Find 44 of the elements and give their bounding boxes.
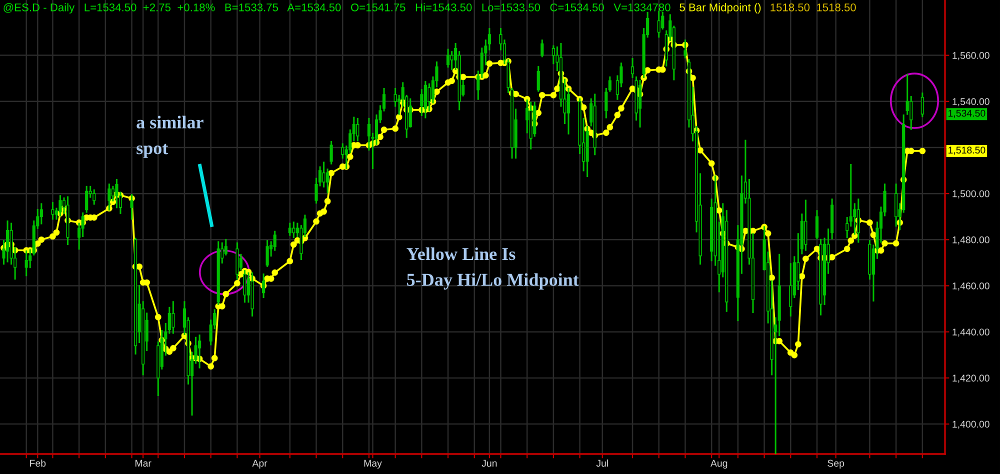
y-tick-label: 1,440.00 [952, 328, 990, 337]
text: 5 Bar Midpoint () [680, 3, 761, 14]
candlestick [356, 118, 360, 142]
candlestick [920, 92, 924, 118]
candlestick [322, 162, 326, 188]
chart-title: @ES.D - Daily L=1534.50 +2.75 +0.18% B=1533.75 A=1534.50 O=1541.75 Hi=1543.50 Lo=1533.50 C=1534.50 V=1334780 [4, 3, 670, 14]
candlestick [292, 222, 296, 238]
candlestick [326, 168, 330, 194]
candlestick [446, 48, 450, 68]
annotation: a similar spot [136, 116, 204, 158]
y-tick-label: 1,540.00 [952, 98, 990, 106]
candlestick [638, 80, 642, 128]
x-tick-label: Feb [30, 460, 46, 467]
x-tick-label: Aug [710, 460, 728, 469]
y-tick-label: 1,560.00 [952, 52, 990, 60]
candlestick [815, 210, 819, 240]
candlestick [657, 10, 660, 38]
y-tick-label: 1,420.00 [952, 374, 990, 383]
annotation: Yellow Line Is 5-Day Hi/Lo Midpoint [406, 247, 579, 290]
y-tick-label: 1,460.00 [952, 282, 990, 291]
x-tick-label: Apr [252, 460, 268, 469]
y-tick-label: 1,500.00 [952, 190, 990, 198]
annotation: 1,534.50 [948, 110, 986, 118]
x-tick-label: Jul [596, 460, 608, 467]
x-tick-label: Mar [135, 460, 152, 467]
y-tick-label: 1,480.00 [952, 236, 990, 244]
candlestick [450, 51, 454, 70]
chart-subtitle: 1518.50 1518.50 [770, 3, 856, 12]
candlestick [330, 140, 333, 164]
candlestick [172, 301, 175, 334]
x-tick-label: May [364, 460, 382, 469]
candlestick [262, 273, 266, 298]
x-tick-label: Jun [482, 460, 497, 467]
candlestick [630, 58, 634, 78]
candlestick [198, 334, 202, 368]
candlestick [536, 66, 540, 92]
candlestick [288, 222, 292, 236]
candlestick [894, 184, 898, 227]
candlestick [540, 40, 544, 58]
candlestick [804, 200, 808, 251]
candlestick [266, 240, 269, 267]
annotation: 1,518.50 [948, 146, 986, 155]
y-tick-label: 1,400.00 [952, 420, 990, 429]
x-tick-label: Sep [828, 460, 844, 469]
